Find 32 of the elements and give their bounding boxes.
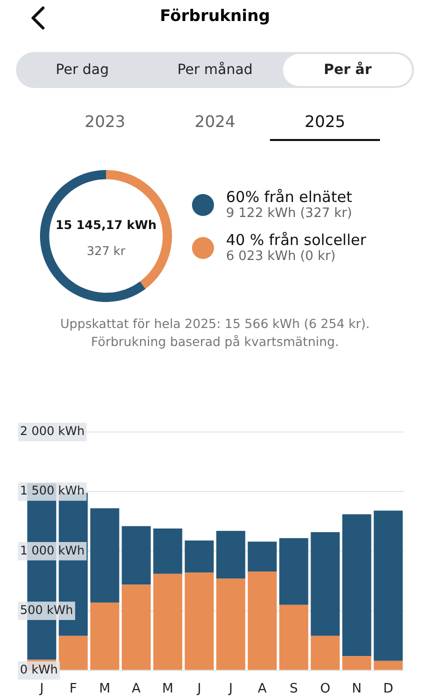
x-tick-label: M (162, 682, 174, 697)
x-tick-label: M (99, 682, 110, 697)
y-tick-label: 500 kWh (20, 602, 74, 617)
text: Förbrukning (158, 6, 272, 25)
text: 15 145,17 kWh (55, 218, 157, 232)
x-tick-label: A (132, 682, 141, 697)
text: 2023 (84, 112, 126, 133)
x-tick-label: A (258, 682, 267, 697)
x-tick-label: O (320, 682, 330, 697)
data-label: 6 023 kWh (0 kr) (226, 249, 337, 264)
text: 2024 (194, 112, 236, 133)
legend-label: 60% från elnätet (226, 188, 352, 206)
x-tick-label: S (290, 682, 298, 697)
x-tick-label: N (352, 682, 362, 697)
y-tick-label: 0 kWh (20, 662, 58, 677)
text: 327 kr (86, 244, 126, 258)
text: Per dag (54, 61, 110, 80)
y-tick-label: 1 000 kWh (20, 543, 85, 558)
x-tick-label: F (70, 682, 77, 697)
text: Uppskattat för hela 2025: 15 566 kWh (6 254 kr). (59, 315, 371, 333)
x-tick-label: D (383, 682, 394, 697)
y-tick-label: 2 000 kWh (20, 424, 85, 438)
x-tick-label: J (196, 682, 202, 697)
text: Per år (283, 54, 412, 86)
data-label: 9 122 kWh (327 kr) (226, 206, 352, 221)
text: Förbrukning baserad på kvartsmätning. (90, 333, 340, 351)
y-tick-label: 1 500 kWh (20, 484, 85, 498)
text: 2025 (270, 112, 380, 141)
text: Per månad (176, 60, 254, 80)
x-tick-label: J (38, 682, 44, 697)
x-tick-label: J (228, 682, 233, 697)
legend-label: 40 % från solceller (226, 231, 366, 249)
